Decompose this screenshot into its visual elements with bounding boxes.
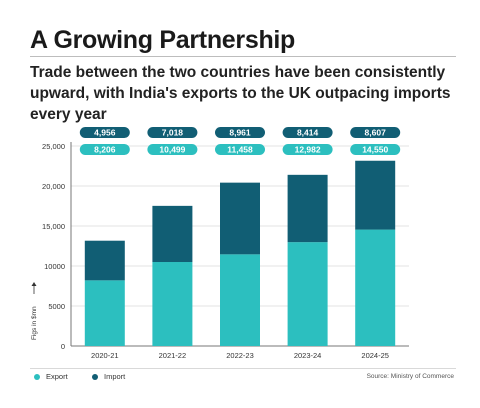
label-export: 11,458 [227, 145, 253, 155]
y-tick-label: 10000 [44, 262, 65, 271]
legend-label-import: Import [104, 372, 126, 381]
bar-export [220, 254, 260, 346]
pill-import [282, 127, 333, 138]
chart-title: A Growing Partnership [30, 26, 296, 54]
x-tick-label: 2022-23 [226, 351, 254, 360]
label-import: 8,607 [365, 128, 387, 138]
legend-label-export: Export [46, 372, 68, 381]
y-tick-label: 0 [61, 342, 65, 351]
source-note: Source: Ministry of Commerce [366, 373, 454, 380]
y-tick-label: 5000 [48, 302, 65, 311]
legend-swatch-import [92, 373, 98, 380]
x-tick-label: 2024-25 [361, 351, 389, 360]
pill-export [147, 144, 198, 155]
y-tick-label: 25,000 [42, 142, 65, 151]
legend-swatch-export [34, 373, 40, 380]
bar-export [152, 262, 193, 346]
y-tick-label: 20,000 [42, 182, 65, 191]
stacked-bar-chart: 0 5000 10000 15,000 20,000 25,000 Figs in $mn 2… [31, 127, 409, 360]
label-import: 7,018 [162, 128, 184, 138]
bar-export [84, 280, 125, 346]
label-export: 12,982 [295, 145, 321, 155]
bar-import [355, 160, 396, 230]
chart-subtitle: Trade between the two countries have bee… [30, 64, 451, 123]
chart-area: 0 5000 10000 15,000 20,000 25,000 Figs in $mn 2… [0, 118, 480, 408]
y-axis-arrowhead [31, 282, 37, 286]
x-tick-label: 2021-22 [159, 351, 187, 360]
pill-export [350, 144, 401, 155]
bar-export [287, 242, 328, 346]
bar-import [84, 240, 125, 281]
bar-import [152, 205, 193, 263]
pill-import [79, 127, 130, 138]
label-export: 14,550 [362, 145, 388, 155]
legend-item-export: Export [34, 372, 68, 381]
bar-import [220, 182, 260, 255]
label-import: 4,956 [94, 128, 116, 138]
x-tick-label: 2020-21 [91, 351, 119, 360]
pill-import [147, 127, 198, 138]
pill-import [350, 127, 401, 138]
title-divider [30, 56, 456, 57]
pill-export [282, 144, 333, 155]
label-export: 10,499 [159, 145, 185, 155]
bar-import [287, 174, 328, 243]
label-export: 8,206 [94, 145, 116, 155]
x-tick-label: 2023-24 [294, 351, 322, 360]
label-import: 8,414 [297, 128, 319, 138]
pill-import [215, 127, 265, 138]
legend-item-import: Import [92, 372, 125, 381]
pill-export [79, 144, 130, 155]
y-tick-label: 15,000 [42, 222, 65, 231]
pill-export [215, 144, 265, 155]
legend-divider [30, 368, 456, 369]
bar-export [355, 229, 396, 346]
y-axis-title: Figs in $mn [31, 306, 38, 340]
label-import: 8,961 [229, 128, 251, 138]
